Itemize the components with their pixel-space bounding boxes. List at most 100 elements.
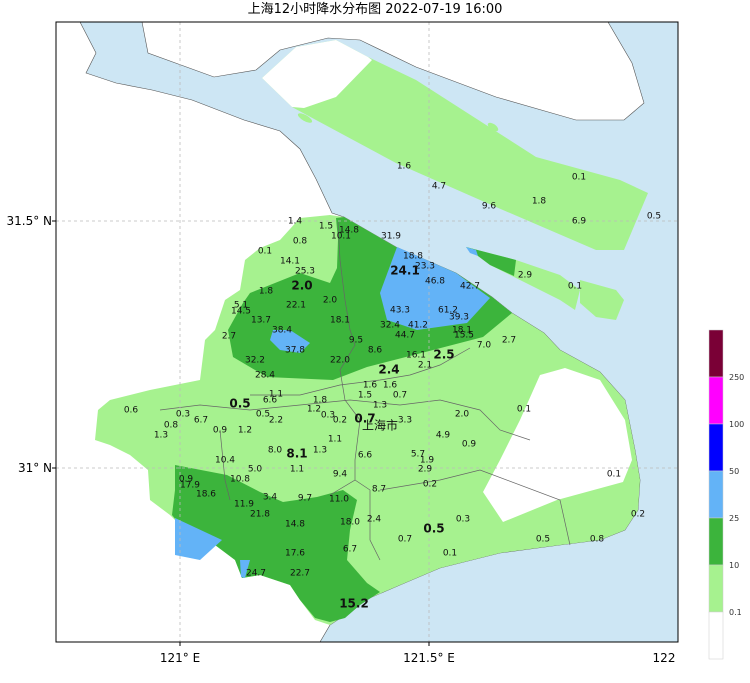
lon-label: 122 xyxy=(653,651,676,665)
colorbar-segment xyxy=(708,611,724,660)
lon-label: 121.5° E xyxy=(403,651,455,665)
station-value: 0.3 xyxy=(176,410,190,420)
rain-25-50-area xyxy=(240,560,250,578)
station-value: 0.8 xyxy=(590,535,605,545)
station-value: 25.3 xyxy=(295,267,315,277)
station-value: 8.0 xyxy=(268,446,283,456)
station-value: 22.0 xyxy=(330,356,350,366)
station-value: 1.8 xyxy=(259,287,274,297)
station-value: 1.3 xyxy=(154,431,168,441)
station-value: 43.3 xyxy=(390,306,410,316)
station-value: 14.5 xyxy=(231,307,251,317)
station-value: 0.1 xyxy=(568,282,582,292)
lat-label: 31.5° N xyxy=(6,214,52,228)
station-value: 2.4 xyxy=(378,363,399,377)
station-value: 14.8 xyxy=(285,520,305,530)
city-label: 上海市 xyxy=(362,418,398,433)
station-value: 1.6 xyxy=(383,381,398,391)
station-value: 2.4 xyxy=(367,515,382,525)
station-value: 42.7 xyxy=(460,282,480,292)
station-value: 1.8 xyxy=(313,396,328,406)
station-value: 9.7 xyxy=(298,494,312,504)
station-value: 1.3 xyxy=(373,401,387,411)
graticule xyxy=(56,22,678,642)
station-value: 2.2 xyxy=(269,416,283,426)
colorbar-tick-label: 250 xyxy=(729,373,744,382)
station-value: 0.2 xyxy=(333,416,347,426)
station-value: 5.0 xyxy=(248,465,263,475)
station-value: 10.4 xyxy=(215,456,235,466)
station-value: 0.5 xyxy=(647,212,661,222)
colorbar-tick-label: 25 xyxy=(729,514,739,523)
station-value: 2.5 xyxy=(433,348,454,362)
colorbar-tick-label: 0.1 xyxy=(729,608,742,617)
station-value: 0.9 xyxy=(462,440,477,450)
station-value: 0.3 xyxy=(456,515,470,525)
station-value: 44.7 xyxy=(395,331,415,341)
map-frame xyxy=(55,21,679,643)
lon-label: 121° E xyxy=(160,651,200,665)
station-value: 0.3 xyxy=(321,411,335,421)
station-value: 24.7 xyxy=(246,569,266,579)
station-value: 7.0 xyxy=(477,341,492,351)
station-value: 0.1 xyxy=(443,549,457,559)
station-value: 22.1 xyxy=(286,301,306,311)
station-value: 4.7 xyxy=(432,182,446,192)
station-value: 18.6 xyxy=(196,490,216,500)
station-value: 46.8 xyxy=(425,277,445,287)
station-value: 8.1 xyxy=(286,447,307,461)
station-value: 38.4 xyxy=(272,326,292,336)
station-value: 1.1 xyxy=(290,465,304,475)
station-value: 17.9 xyxy=(180,481,200,491)
station-value: 21.8 xyxy=(250,510,270,520)
station-value: 16.1 xyxy=(406,351,426,361)
colorbar-segment xyxy=(708,423,724,472)
station-value: 1.5 xyxy=(358,391,372,401)
chongming-island xyxy=(262,40,648,250)
station-value: 18.8 xyxy=(403,252,423,262)
station-value: 11.0 xyxy=(329,495,349,505)
station-value: 28.4 xyxy=(255,371,275,381)
station-value: 15.2 xyxy=(339,597,369,611)
rain-25-50-area xyxy=(175,518,222,560)
station-value: 2.0 xyxy=(323,296,338,306)
rain-10-25-area xyxy=(172,465,380,622)
station-value: 1.6 xyxy=(397,162,412,172)
station-value: 1.4 xyxy=(288,217,303,227)
station-value: 2.9 xyxy=(418,465,433,475)
hengsha-island xyxy=(580,280,624,320)
colorbar-segment xyxy=(708,564,724,613)
station-value: 0.1 xyxy=(607,470,621,480)
station-value: 15.5 xyxy=(454,331,474,341)
station-value: 6.6 xyxy=(358,451,373,461)
station-value: 0.7 xyxy=(393,391,407,401)
station-value: 23.3 xyxy=(415,262,435,272)
station-value: 3.4 xyxy=(263,493,278,503)
station-value: 0.1 xyxy=(517,405,531,415)
map-title: 上海12小时降水分布图 2022-07-19 16:00 xyxy=(247,2,503,17)
station-value: 4.9 xyxy=(436,431,451,441)
station-value: 9.6 xyxy=(482,202,497,212)
station-value: 31.9 xyxy=(381,232,401,242)
station-value: 32.2 xyxy=(245,356,265,366)
station-value: 5.1 xyxy=(234,301,248,311)
station-value: 1.8 xyxy=(532,197,547,207)
station-value: 0.9 xyxy=(179,475,194,485)
station-value: 6.7 xyxy=(194,416,208,426)
station-value: 0.5 xyxy=(256,410,270,420)
station-value: 1.3 xyxy=(313,446,327,456)
colorbar-segment xyxy=(708,329,724,378)
lat-label: 31° N xyxy=(18,461,52,475)
station-value: 2.7 xyxy=(502,336,516,346)
station-value: 2.1 xyxy=(418,361,432,371)
station-value: 17.6 xyxy=(285,549,305,559)
station-value: 9.5 xyxy=(349,336,363,346)
colorbar-tick-label: 10 xyxy=(729,561,739,570)
station-value: 18.0 xyxy=(340,518,360,528)
station-value: 41.2 xyxy=(408,321,428,331)
station-value: 0.5 xyxy=(536,535,550,545)
station-value: 6.7 xyxy=(343,545,357,555)
station-value: 37.8 xyxy=(285,346,305,356)
station-value: 0.7 xyxy=(398,535,412,545)
station-value: 6.9 xyxy=(572,217,587,227)
